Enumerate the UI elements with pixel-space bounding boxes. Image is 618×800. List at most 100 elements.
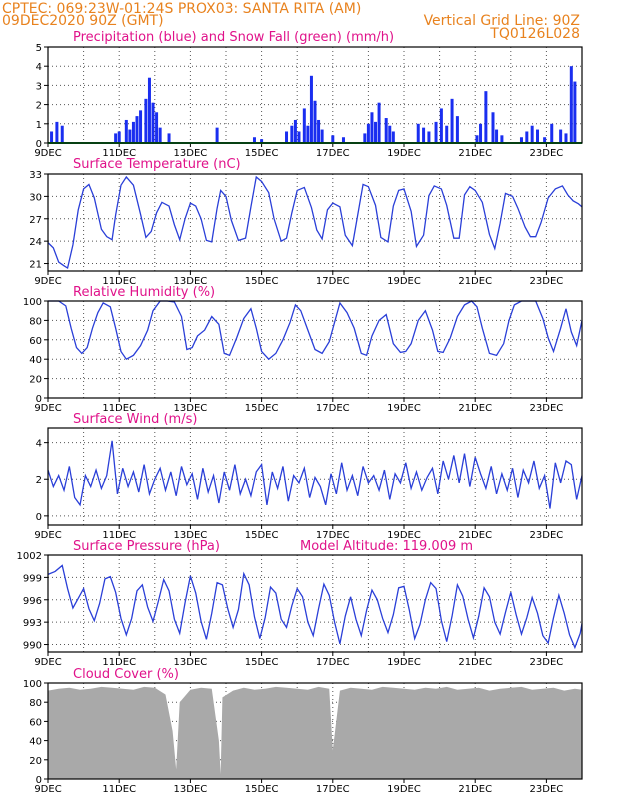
precipitation-bar <box>363 133 367 143</box>
humidity-panel-title: Relative Humidity (%) <box>73 285 215 300</box>
cloud-cover-x-tick-label: 9DEC <box>34 784 61 795</box>
precipitation-bar <box>491 112 495 143</box>
precipitation-panel-title: Precipitation (blue) and Snow Fall (gree… <box>73 30 394 45</box>
precipitation-bar <box>155 112 159 143</box>
precipitation-bar <box>151 102 155 143</box>
precipitation-bar <box>128 129 132 143</box>
humidity-x-tick-label: 19DEC <box>387 403 421 414</box>
precipitation-bar <box>445 125 449 143</box>
precipitation-bar <box>317 119 321 143</box>
wind-frame <box>47 427 583 526</box>
cloud-cover-x-tick-label: 17DEC <box>316 784 350 795</box>
precipitation-bar <box>530 125 534 143</box>
humidity-y-tick-label: 0 <box>36 394 42 405</box>
plot-panels: 0 1 2 3 4 5 9DEC 11DEC 13DEC 15DEC 17DEC 19DEC 21DEC… <box>17 43 583 795</box>
pressure-series-line <box>47 564 583 650</box>
cloud-cover-frame <box>47 682 583 780</box>
pressure-x-tick-label: 13DEC <box>174 657 208 668</box>
temperature-x-tick-label: 21DEC <box>458 276 492 287</box>
precipitation-y-tick-label: 0 <box>36 139 42 150</box>
precipitation-bar <box>50 131 54 143</box>
header-model-code: TQ0126L028 <box>489 26 580 42</box>
precipitation-bar <box>374 121 378 143</box>
temperature-x-tick-label: 17DEC <box>316 276 350 287</box>
wind-panel-title: Surface Wind (m/s) <box>73 412 197 427</box>
temperature-panel-title: Surface Temperature (nC) <box>73 157 241 172</box>
precipitation-bar <box>167 133 171 143</box>
precipitation-bar <box>455 116 459 143</box>
temperature-x-tick-label: 11DEC <box>102 276 136 287</box>
wind-y-tick-label: 4 <box>36 439 42 450</box>
cloud-cover-x-tick-label: 13DEC <box>174 784 208 795</box>
pressure-y-tick-label: 990 <box>23 641 42 652</box>
precipitation-bar <box>500 135 504 143</box>
precipitation-bar <box>60 125 64 143</box>
pressure-panel-title: Surface Pressure (hPa) <box>73 539 220 554</box>
humidity-y-tick-label: 80 <box>29 316 42 327</box>
precipitation-bar <box>124 119 128 143</box>
temperature-x-tick-label: 19DEC <box>387 276 421 287</box>
humidity-x-tick-label: 11DEC <box>102 403 136 414</box>
precipitation-bar <box>252 137 256 143</box>
precipitation-x-tick-label: 13DEC <box>174 148 208 159</box>
precipitation-bar <box>495 129 499 143</box>
wind-y-tick-label: 2 <box>36 475 42 486</box>
precipitation-bar <box>320 129 324 143</box>
header-grid-line: Vertical Grid Line: 90Z <box>424 13 580 29</box>
precipitation-bar <box>293 119 297 143</box>
precipitation-bar <box>559 129 563 143</box>
precipitation-bar <box>341 137 345 143</box>
cloud-cover-y-tick-label: 80 <box>29 698 42 709</box>
precipitation-bar <box>434 121 438 143</box>
cloud-cover-y-tick-label: 40 <box>29 737 42 748</box>
pressure-x-tick-label: 23DEC <box>530 657 564 668</box>
humidity-y-tick-label: 40 <box>29 355 42 366</box>
precipitation-bar <box>366 123 370 143</box>
precipitation-bar <box>297 131 301 143</box>
pressure-x-tick-label: 17DEC <box>316 657 350 668</box>
precipitation-bar <box>564 133 568 143</box>
precipitation-bar <box>439 108 443 143</box>
precipitation-frame <box>47 46 583 144</box>
wind-x-tick-label: 23DEC <box>530 530 564 541</box>
temperature-y-tick-label: 21 <box>29 260 42 271</box>
header-date: 09DEC2020 90Z (GMT) <box>2 13 164 29</box>
cloud-cover-y-tick-label: 100 <box>23 679 42 690</box>
pressure-panel: 990 993 996 999 1002 9DEC 11DEC 13DEC 15DEC 17DEC… <box>17 551 583 668</box>
wind-x-tick-label: 17DEC <box>316 530 350 541</box>
pressure-y-tick-label: 1002 <box>17 551 42 562</box>
humidity-x-tick-label: 23DEC <box>530 403 564 414</box>
precipitation-bar <box>525 131 529 143</box>
header-station: CPTEC: 069:23W-01:24S PROX03: SANTA RITA… <box>2 1 361 17</box>
pressure-x-tick-label: 15DEC <box>245 657 279 668</box>
humidity-x-tick-label: 15DEC <box>245 403 279 414</box>
precipitation-bar <box>331 135 335 143</box>
precipitation-bar <box>313 100 317 143</box>
humidity-series-line <box>48 300 583 361</box>
precipitation-bar <box>309 75 313 143</box>
precipitation-bar <box>391 131 395 143</box>
precipitation-bar <box>519 137 523 143</box>
precipitation-x-tick-label: 19DEC <box>387 148 421 159</box>
temperature-x-tick-label: 23DEC <box>530 276 564 287</box>
cloud-cover-panel-title: Cloud Cover (%) <box>73 667 179 682</box>
precipitation-bar <box>550 123 554 143</box>
cloud-cover-x-tick-label: 23DEC <box>530 784 564 795</box>
precipitation-bar <box>260 139 264 143</box>
precipitation-bar <box>139 110 143 143</box>
cloud-cover-y-tick-label: 20 <box>29 756 42 767</box>
precipitation-bar <box>484 91 488 143</box>
precipitation-bar <box>573 81 577 143</box>
precipitation-bar <box>377 102 381 143</box>
precipitation-bar <box>543 137 547 143</box>
precipitation-x-tick-label: 9DEC <box>34 148 61 159</box>
humidity-y-tick-label: 20 <box>29 375 42 386</box>
precipitation-bar <box>135 116 139 143</box>
precipitation-bar <box>388 125 392 143</box>
precipitation-bar <box>450 98 454 143</box>
pressure-x-tick-label: 19DEC <box>387 657 421 668</box>
cloud-cover-y-tick-label: 0 <box>36 775 42 786</box>
pressure-y-tick-label: 996 <box>23 596 42 607</box>
precipitation-y-tick-label: 4 <box>36 62 42 73</box>
